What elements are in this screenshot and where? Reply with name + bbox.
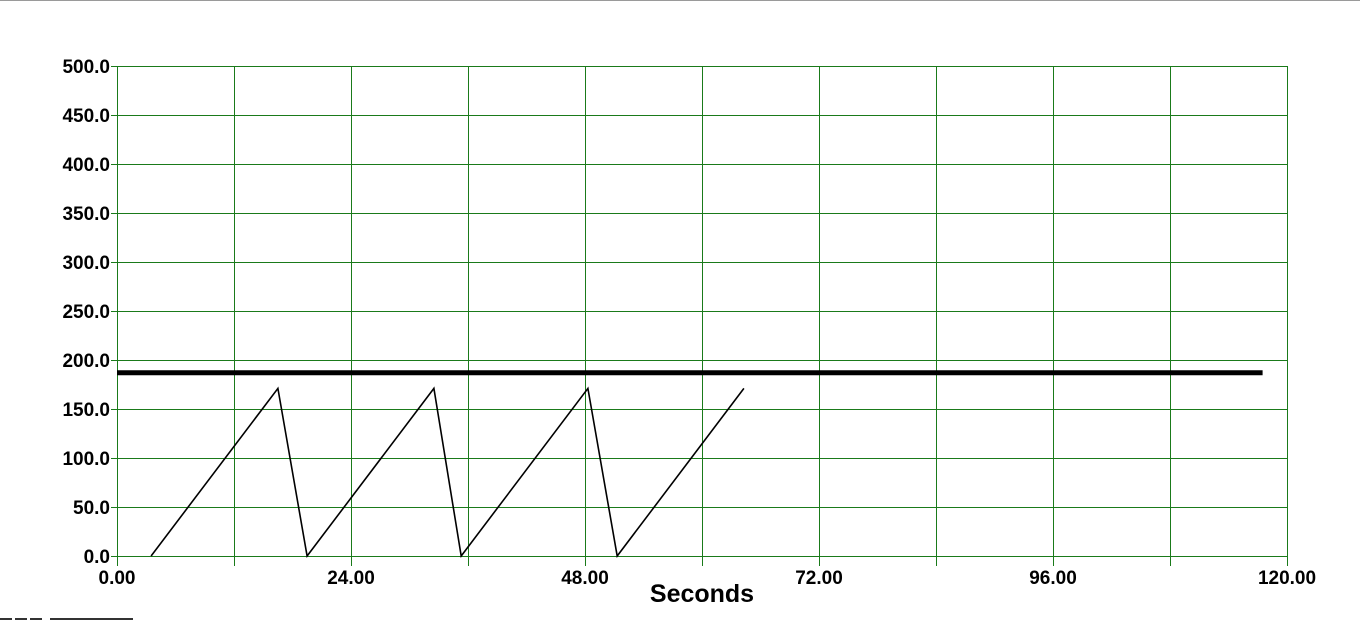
y-tick-label: 200.0 xyxy=(62,351,110,372)
y-tick-label: 450.0 xyxy=(62,106,110,127)
x-tick-label: 72.00 xyxy=(795,568,843,589)
y-tick-label: 300.0 xyxy=(62,253,110,274)
grid xyxy=(111,66,1288,566)
y-tick-label: 250.0 xyxy=(62,302,110,323)
x-tick-label: 120.00 xyxy=(1258,568,1316,589)
y-tick-label: 350.0 xyxy=(62,204,110,225)
series-lines xyxy=(117,370,1263,558)
x-tick-label: 0.00 xyxy=(99,568,136,589)
x-axis-title: Seconds xyxy=(650,580,754,608)
y-tick-label: 150.0 xyxy=(62,400,110,421)
y-tick-label: 50.0 xyxy=(73,498,110,519)
tick-labels: 0.0 50.0 100.0 150.0 200.0 250.0 300.0 350.0 400… xyxy=(62,57,1316,589)
sawtooth-series-line xyxy=(150,386,745,558)
x-tick-label: 24.00 xyxy=(327,568,375,589)
x-tick-label: 48.00 xyxy=(561,568,609,589)
y-tick-label: 0.0 xyxy=(84,547,110,568)
footer-marks xyxy=(0,618,133,620)
y-tick-label: 500.0 xyxy=(62,57,110,78)
y-tick-label: 400.0 xyxy=(62,155,110,176)
window-top-border xyxy=(0,0,1360,1)
y-tick-label: 100.0 xyxy=(62,449,110,470)
x-tick-label: 96.00 xyxy=(1029,568,1077,589)
